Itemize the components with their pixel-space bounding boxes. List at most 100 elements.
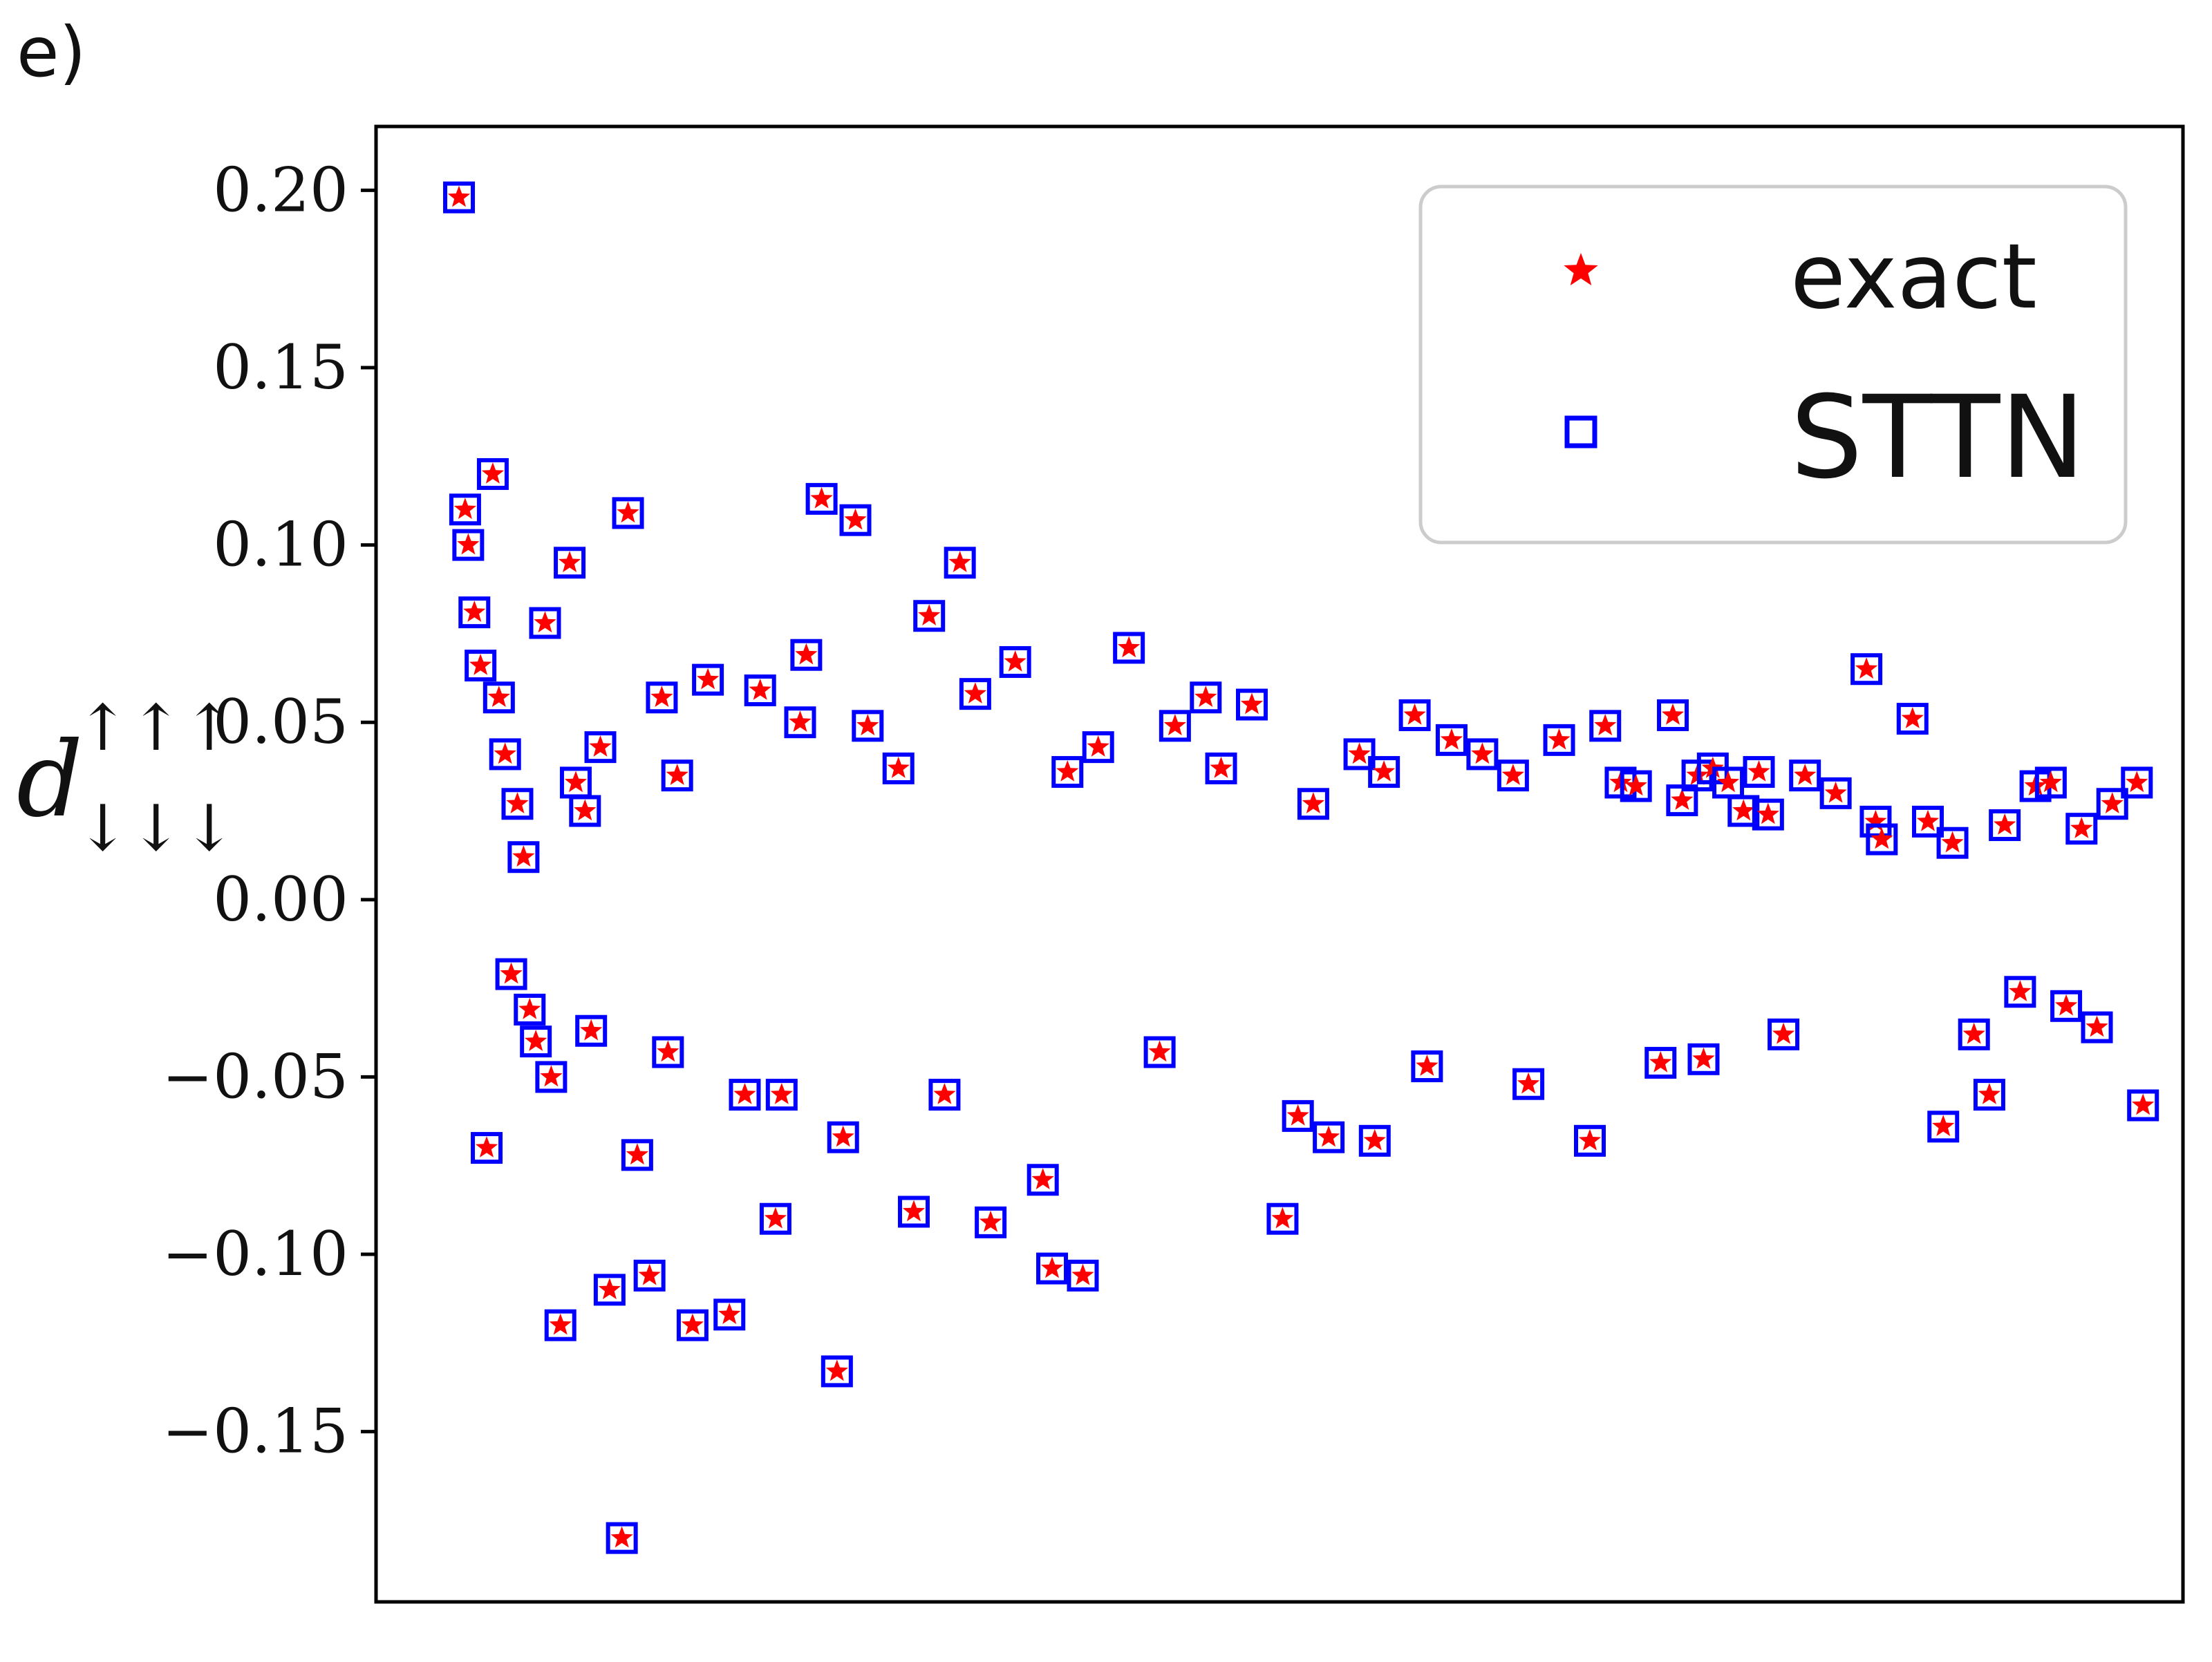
data-point	[821, 1355, 853, 1388]
sttn-square-marker	[443, 181, 476, 214]
data-point	[520, 1026, 552, 1058]
legend-exact-marker	[1564, 253, 1598, 285]
sttn-square-marker	[1973, 1079, 2005, 1111]
sttn-square-marker	[606, 1522, 638, 1554]
exact-star-marker	[764, 1207, 787, 1229]
sttn-square-marker	[1989, 809, 2021, 842]
sttn-square-marker	[1896, 703, 1929, 735]
data-point	[482, 681, 515, 714]
exact-star-marker	[580, 1019, 603, 1041]
y-tick-label: 0.00	[213, 864, 348, 935]
sttn-square-marker	[2065, 813, 2098, 845]
data-point	[2050, 990, 2083, 1022]
sttn-square-marker	[1036, 1252, 1069, 1285]
exact-star-marker	[534, 611, 556, 633]
sttn-square-marker	[593, 1274, 626, 1306]
sttn-square-marker	[1497, 759, 1529, 792]
exact-star-marker	[1040, 1256, 1064, 1278]
data-point	[584, 731, 617, 764]
sttn-square-marker	[514, 993, 546, 1026]
exact-star-marker	[1118, 636, 1141, 658]
sttn-square-marker	[1368, 756, 1400, 788]
data-point	[544, 1309, 577, 1341]
exact-star-marker	[2039, 771, 2062, 793]
exact-star-marker	[506, 792, 529, 813]
exact-star-marker	[1440, 728, 1463, 750]
data-point	[1358, 1124, 1391, 1157]
exact-star-marker	[447, 185, 471, 207]
data-point	[805, 482, 838, 515]
exact-star-marker	[1871, 827, 1893, 849]
exact-star-marker	[1363, 1129, 1386, 1151]
data-point	[2034, 766, 2067, 799]
panel-label: e)	[17, 12, 86, 93]
data-point	[1411, 1050, 1443, 1083]
exact-star-marker	[1517, 1072, 1540, 1094]
sttn-square-marker	[999, 645, 1031, 678]
data-point	[554, 547, 586, 579]
exact-star-marker	[657, 1040, 679, 1062]
sttn-square-marker	[482, 681, 515, 714]
sttn-square-marker	[852, 710, 884, 742]
exact-star-marker	[475, 1136, 498, 1158]
data-point	[765, 1079, 798, 1111]
data-point	[495, 958, 527, 990]
y-tick-label: −0.15	[162, 1396, 348, 1467]
sttn-square-marker	[465, 650, 497, 682]
sttn-square-marker	[520, 1026, 552, 1058]
exact-star-marker	[844, 508, 867, 530]
exact-star-marker	[1501, 764, 1524, 785]
data-point	[1620, 770, 1652, 802]
sttn-square-marker	[759, 1202, 791, 1235]
data-point	[1752, 798, 1784, 831]
sttn-square-marker	[1958, 1018, 1990, 1050]
data-point	[661, 759, 693, 792]
y-axis: 0.20 0.15 0.10 0.05 0.00 −0.05 −0.10 −0.15	[162, 154, 376, 1467]
sttn-square-marker	[575, 1014, 608, 1047]
sttn-square-marker	[529, 607, 561, 639]
data-point	[2081, 1011, 2113, 1044]
data-point	[1190, 681, 1222, 714]
data-point	[790, 639, 823, 671]
exact-star-marker	[1962, 1022, 1985, 1044]
exact-star-marker	[617, 501, 639, 523]
exact-star-marker	[789, 710, 812, 732]
data-point	[535, 1061, 568, 1093]
sttn-square-marker	[569, 795, 601, 827]
legend: exact STTN	[1418, 185, 2128, 545]
data-point	[1958, 1018, 1990, 1050]
exact-star-marker	[825, 1359, 848, 1381]
sttn-square-marker	[501, 788, 534, 820]
exact-star-marker	[918, 604, 941, 625]
exact-star-marker	[979, 1210, 1002, 1232]
sttn-square-marker	[882, 752, 915, 784]
exact-star-marker	[2101, 792, 2124, 813]
sttn-square-marker	[692, 663, 724, 696]
y-tick-label: 0.05	[213, 686, 348, 757]
sttn-square-marker	[449, 493, 481, 526]
exact-star-marker	[1661, 703, 1685, 725]
sttn-square-marker	[2121, 766, 2153, 799]
exact-star-marker	[1194, 686, 1217, 707]
data-point	[1266, 1202, 1299, 1235]
data-point	[507, 841, 540, 874]
sttn-square-marker	[1282, 1099, 1314, 1132]
exact-star-marker	[795, 643, 818, 665]
data-point	[529, 607, 561, 639]
exact-star-marker	[525, 1030, 547, 1051]
exact-star-marker	[494, 742, 516, 764]
sttn-square-marker	[495, 958, 527, 990]
data-point	[1896, 703, 1929, 735]
data-point	[575, 1014, 608, 1047]
sttn-square-marker	[458, 596, 491, 629]
data-point	[1589, 710, 1622, 742]
exact-star-marker	[1932, 1115, 1955, 1136]
data-point	[1143, 1036, 1176, 1068]
sttn-square-marker	[1866, 823, 1898, 856]
exact-star-marker	[887, 756, 910, 778]
data-point	[1159, 710, 1191, 742]
exact-star-marker	[626, 1143, 648, 1165]
y-tick-label: 0.10	[213, 509, 348, 580]
data-point	[1313, 1121, 1345, 1153]
